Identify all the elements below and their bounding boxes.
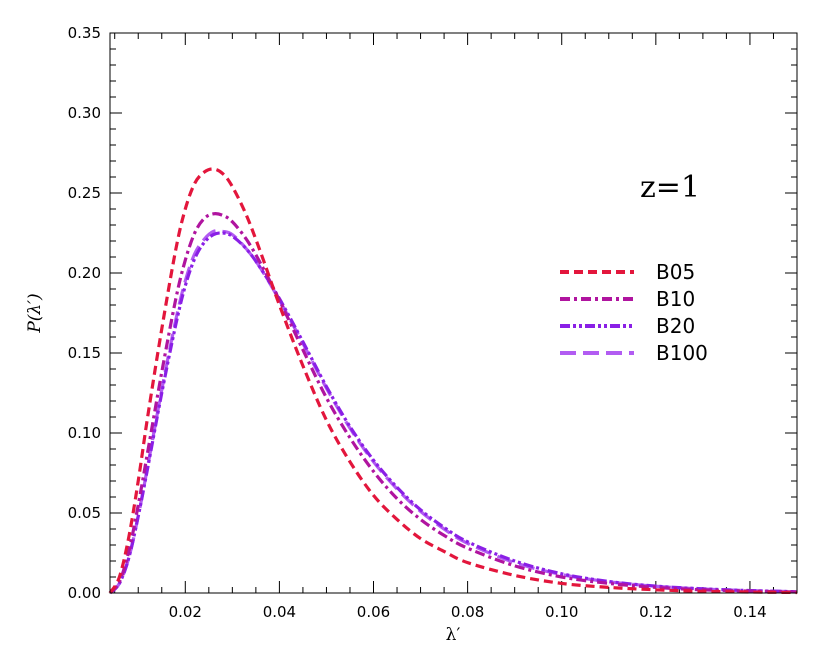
x-axis-label: λ′	[446, 625, 461, 645]
y-tick-label: 0.20	[68, 264, 101, 282]
x-tick-label: 0.06	[357, 603, 390, 621]
x-tick-label: 0.12	[639, 603, 672, 621]
legend-label-b05: B05	[656, 260, 695, 284]
y-tick-labels: 0.00 0.05 0.10 0.15 0.20 0.25 0.30 0.35	[68, 24, 101, 602]
series-lines	[108, 167, 798, 595]
y-tick-label: 0.15	[68, 344, 101, 362]
legend-label-b10: B10	[656, 287, 695, 311]
y-tick-label: 0.00	[68, 584, 101, 602]
legend: B05 B10 B20 B100	[560, 260, 708, 365]
x-tick-label: 0.04	[263, 603, 296, 621]
legend-label-b20: B20	[656, 314, 695, 338]
redshift-annotation: z=1	[640, 170, 700, 205]
legend-label-b100: B100	[656, 341, 708, 365]
axis-ticks	[110, 32, 798, 594]
x-tick-label: 0.08	[451, 603, 484, 621]
y-tick-label: 0.25	[68, 184, 101, 202]
x-tick-label: 0.10	[545, 603, 578, 621]
y-tick-label: 0.10	[68, 424, 101, 442]
y-tick-label: 0.35	[68, 24, 101, 42]
x-tick-labels: 0.02 0.04 0.06 0.08 0.10 0.12 0.14	[169, 603, 767, 621]
x-tick-label: 0.14	[733, 603, 766, 621]
y-tick-label: 0.05	[68, 504, 101, 522]
x-tick-label: 0.02	[169, 603, 202, 621]
series-line-b05	[108, 167, 798, 595]
y-tick-label: 0.30	[68, 104, 101, 122]
plot-frame	[109, 32, 798, 594]
y-axis-label: P(λ′)	[25, 293, 45, 333]
series-line-b100	[108, 229, 798, 595]
